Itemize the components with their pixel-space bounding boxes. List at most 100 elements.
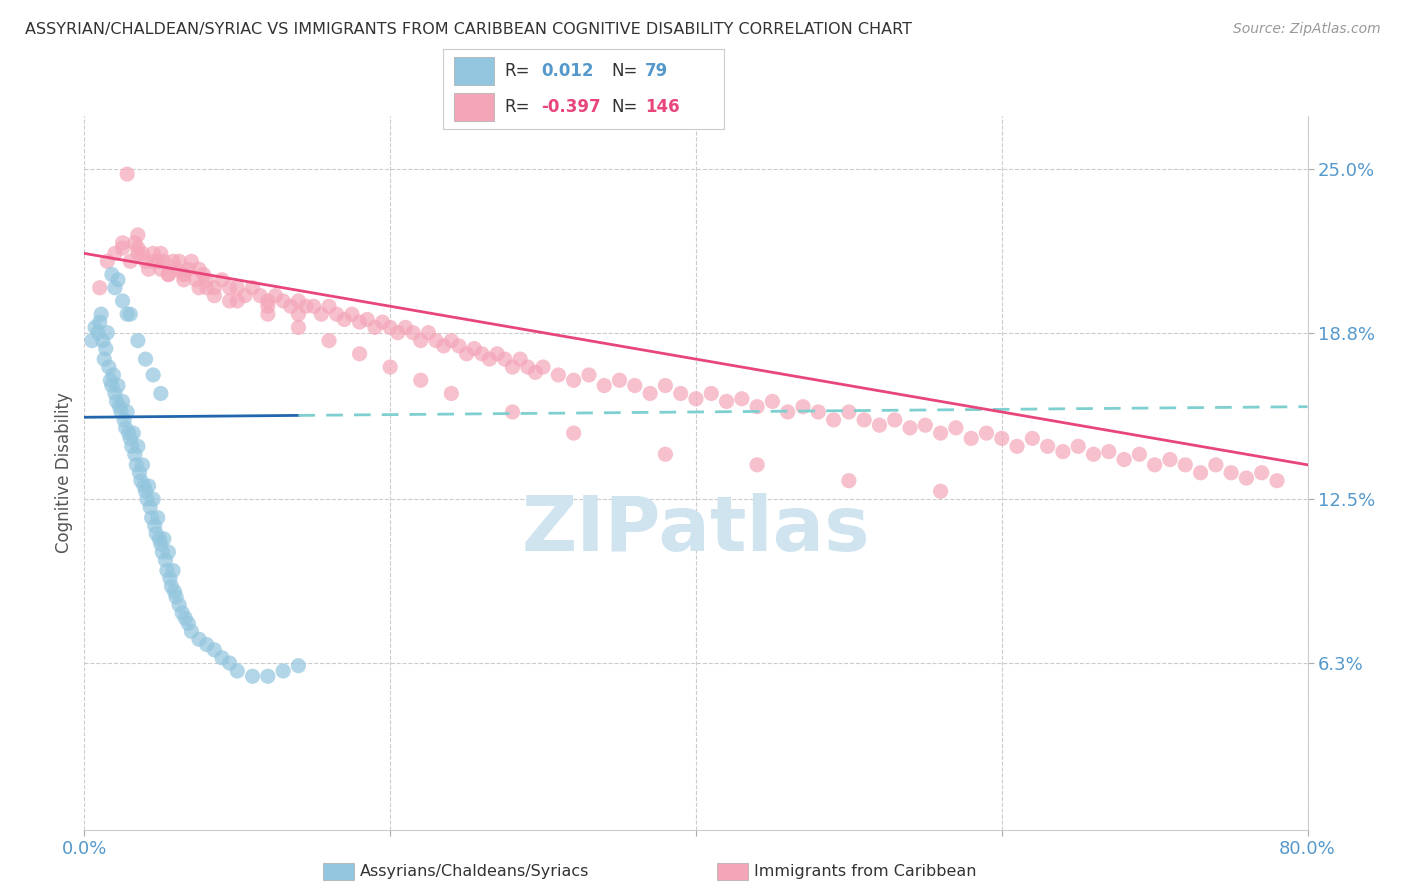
Point bbox=[138, 479, 160, 493]
Point bbox=[280, 299, 302, 313]
Point bbox=[1265, 474, 1288, 488]
Point bbox=[135, 484, 157, 499]
Point bbox=[960, 431, 983, 445]
Point bbox=[149, 262, 172, 277]
Y-axis label: Cognitive Disability: Cognitive Disability bbox=[55, 392, 73, 553]
Point bbox=[153, 254, 176, 268]
Point bbox=[1236, 471, 1258, 485]
Point bbox=[89, 315, 111, 329]
Point bbox=[914, 418, 936, 433]
Point bbox=[287, 293, 309, 308]
Point bbox=[731, 392, 754, 406]
Point bbox=[111, 241, 134, 255]
Point bbox=[1098, 444, 1121, 458]
Point bbox=[122, 426, 145, 441]
Point bbox=[145, 526, 167, 541]
Point bbox=[129, 474, 152, 488]
Point bbox=[226, 293, 249, 308]
Point bbox=[143, 518, 166, 533]
Point bbox=[387, 326, 409, 340]
Point bbox=[127, 246, 149, 260]
Point bbox=[945, 421, 967, 435]
Point bbox=[394, 320, 416, 334]
Point bbox=[110, 405, 132, 419]
Point bbox=[380, 359, 402, 374]
Point bbox=[547, 368, 569, 382]
Point bbox=[1052, 444, 1074, 458]
Point bbox=[202, 643, 225, 657]
Point bbox=[160, 579, 183, 593]
Point bbox=[93, 352, 115, 367]
FancyBboxPatch shape bbox=[454, 57, 494, 86]
Point bbox=[149, 386, 172, 401]
Text: 79: 79 bbox=[645, 62, 669, 79]
Point bbox=[271, 664, 294, 678]
Point bbox=[593, 378, 616, 392]
Point bbox=[1174, 458, 1197, 472]
Point bbox=[90, 307, 112, 321]
Point bbox=[157, 268, 180, 282]
Point bbox=[440, 386, 463, 401]
Point bbox=[142, 368, 165, 382]
Point bbox=[218, 281, 240, 295]
Point bbox=[440, 334, 463, 348]
Point bbox=[111, 394, 134, 409]
Point bbox=[96, 326, 118, 340]
Point bbox=[94, 342, 117, 356]
Point bbox=[271, 293, 294, 308]
Text: ASSYRIAN/CHALDEAN/SYRIAC VS IMMIGRANTS FROM CARIBBEAN COGNITIVE DISABILITY CORRE: ASSYRIAN/CHALDEAN/SYRIAC VS IMMIGRANTS F… bbox=[25, 22, 912, 37]
Point bbox=[153, 532, 176, 546]
Point bbox=[318, 299, 340, 313]
Point bbox=[531, 359, 554, 374]
Point bbox=[364, 320, 387, 334]
Point bbox=[883, 413, 905, 427]
Point bbox=[654, 378, 676, 392]
Point bbox=[609, 373, 631, 387]
Point bbox=[402, 326, 425, 340]
Point bbox=[127, 439, 149, 453]
Point bbox=[177, 262, 200, 277]
Point bbox=[163, 584, 186, 599]
Point bbox=[97, 359, 120, 374]
Point bbox=[287, 658, 309, 673]
Point bbox=[108, 400, 131, 414]
Point bbox=[177, 616, 200, 631]
Point bbox=[1083, 447, 1105, 461]
Point bbox=[173, 268, 195, 282]
Point bbox=[425, 334, 447, 348]
Point bbox=[486, 347, 509, 361]
Point bbox=[1250, 466, 1272, 480]
Point bbox=[103, 368, 125, 382]
Point bbox=[188, 632, 211, 647]
Point bbox=[1159, 452, 1181, 467]
Point bbox=[211, 273, 233, 287]
Point bbox=[456, 347, 478, 361]
Text: Source: ZipAtlas.com: Source: ZipAtlas.com bbox=[1233, 22, 1381, 37]
Point bbox=[747, 458, 769, 472]
Point bbox=[127, 334, 149, 348]
Point bbox=[148, 532, 170, 546]
Point bbox=[1220, 466, 1243, 480]
Text: Assyrians/Chaldeans/Syriacs: Assyrians/Chaldeans/Syriacs bbox=[360, 864, 589, 879]
Point bbox=[433, 339, 456, 353]
Point bbox=[180, 624, 202, 639]
Point bbox=[184, 273, 207, 287]
Point bbox=[807, 405, 830, 419]
Point bbox=[120, 254, 142, 268]
Point bbox=[104, 281, 127, 295]
Point bbox=[463, 342, 485, 356]
Point bbox=[502, 359, 524, 374]
Point bbox=[654, 447, 676, 461]
Point bbox=[233, 288, 256, 302]
Point bbox=[516, 359, 538, 374]
Point bbox=[105, 394, 128, 409]
Point bbox=[991, 431, 1014, 445]
Point bbox=[380, 320, 402, 334]
Point bbox=[869, 418, 891, 433]
Point bbox=[193, 268, 215, 282]
Point bbox=[195, 281, 218, 295]
Point bbox=[249, 288, 271, 302]
Point bbox=[287, 307, 309, 321]
Point bbox=[838, 474, 860, 488]
Point bbox=[409, 334, 432, 348]
